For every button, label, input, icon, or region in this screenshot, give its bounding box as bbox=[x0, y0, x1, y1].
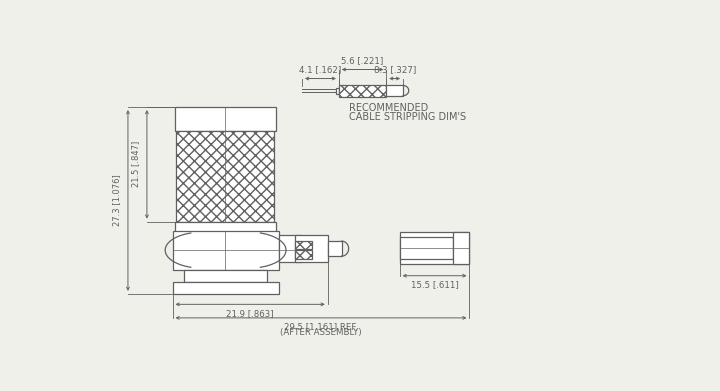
Text: 5.6 [.221]: 5.6 [.221] bbox=[341, 56, 384, 65]
Text: RECOMMENDED: RECOMMENDED bbox=[349, 103, 428, 113]
Bar bbox=[453, 232, 469, 264]
Bar bbox=[295, 240, 312, 249]
Bar bbox=[387, 86, 403, 96]
Bar bbox=[279, 235, 301, 262]
Bar bbox=[339, 84, 387, 97]
Bar bbox=[400, 237, 453, 259]
Bar bbox=[173, 282, 279, 294]
Bar bbox=[336, 88, 339, 93]
Bar bbox=[295, 251, 312, 259]
Text: 4.1 [.162]: 4.1 [.162] bbox=[300, 65, 341, 74]
Text: CABLE STRIPPING DIM'S: CABLE STRIPPING DIM'S bbox=[349, 112, 467, 122]
Text: 27.3 [1.076]: 27.3 [1.076] bbox=[112, 175, 121, 226]
Bar bbox=[295, 235, 328, 262]
Bar bbox=[175, 222, 276, 233]
Bar bbox=[184, 270, 267, 282]
Text: 8.3 [.327]: 8.3 [.327] bbox=[374, 65, 415, 74]
Text: 21.9 [.863]: 21.9 [.863] bbox=[226, 309, 274, 318]
Text: (AFTER ASSEMBLY): (AFTER ASSEMBLY) bbox=[280, 328, 362, 337]
Text: 21.5 [.847]: 21.5 [.847] bbox=[131, 141, 140, 187]
Text: 29.5 [1.161] REF.: 29.5 [1.161] REF. bbox=[284, 322, 358, 331]
Bar bbox=[328, 241, 342, 256]
Bar bbox=[400, 232, 469, 264]
Bar bbox=[176, 131, 274, 222]
Bar bbox=[175, 107, 276, 131]
Bar bbox=[173, 231, 279, 270]
Text: 15.5 [.611]: 15.5 [.611] bbox=[410, 281, 459, 290]
